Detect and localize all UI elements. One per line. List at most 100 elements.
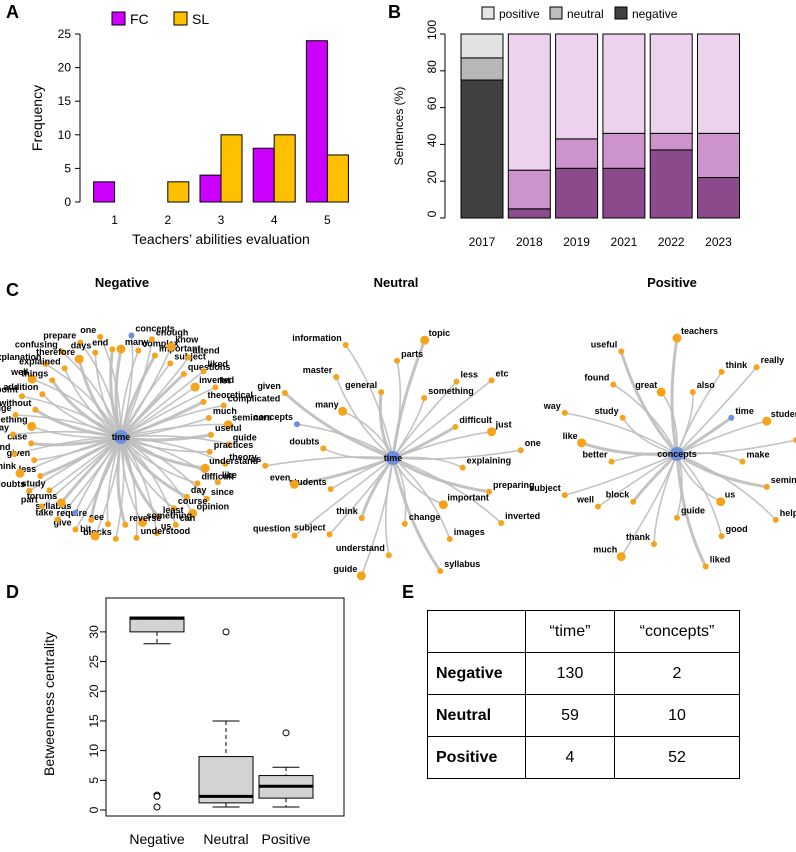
node-label: really bbox=[761, 355, 785, 365]
network-node bbox=[293, 421, 300, 428]
node-label: concepts bbox=[253, 412, 293, 422]
node-label: students bbox=[771, 409, 796, 419]
segment-negative-2017 bbox=[460, 79, 504, 219]
network-node bbox=[38, 503, 45, 510]
network-edge bbox=[676, 453, 723, 537]
node-label: information bbox=[292, 333, 342, 343]
network-edge bbox=[676, 366, 758, 455]
node-label: much bbox=[213, 406, 237, 416]
node-label: something bbox=[147, 510, 193, 520]
center-node-label: time bbox=[112, 432, 131, 442]
node-label: lot bbox=[219, 375, 230, 385]
node-label: many bbox=[315, 399, 339, 409]
network-edge bbox=[283, 391, 394, 460]
network-node bbox=[716, 497, 726, 507]
bar-sl-2 bbox=[167, 181, 190, 203]
node-label: great bbox=[635, 380, 657, 390]
legend-label-positive: positive bbox=[499, 7, 540, 21]
network-edge bbox=[392, 456, 464, 469]
network-node bbox=[498, 520, 505, 527]
network-node bbox=[577, 438, 587, 448]
network-node bbox=[27, 421, 37, 431]
network-node bbox=[10, 431, 17, 438]
network-edge bbox=[676, 439, 796, 455]
network-negative: Negative many concepts complex enough importa… bbox=[0, 275, 280, 542]
network-node bbox=[453, 378, 460, 385]
node-label: liked bbox=[710, 555, 731, 565]
outlier-point bbox=[222, 628, 230, 636]
x-tick-label: 2017 bbox=[469, 235, 496, 249]
network-node bbox=[762, 416, 772, 426]
node-label: given bbox=[7, 448, 31, 458]
network-node bbox=[763, 483, 770, 490]
sentiment-stacked-bar-chart: 0 20 40 60 80 100 Sentences (%) 2017 2018 2019 202… bbox=[392, 6, 740, 249]
network-edge bbox=[392, 457, 502, 524]
network-neutral: Neutral topic something less etc difficult jus… bbox=[251, 275, 541, 581]
betweenness-boxplot: 0 5 10 15 20 25 30 Betweenness centrality Negati… bbox=[41, 597, 345, 847]
legend-label-sl: SL bbox=[192, 11, 209, 27]
node-label: since bbox=[211, 487, 234, 497]
panel-letter-a: A bbox=[6, 2, 19, 22]
x-tick-label: Positive bbox=[261, 831, 310, 847]
node-label: enough bbox=[156, 327, 189, 337]
network-edge bbox=[597, 453, 678, 508]
legend-swatch-neutral bbox=[549, 6, 563, 20]
y-tick-label: 60 bbox=[425, 97, 439, 111]
network-node bbox=[135, 347, 142, 354]
node-label: inverted bbox=[199, 375, 234, 385]
network-node bbox=[170, 505, 177, 512]
network-edge bbox=[120, 436, 144, 523]
network-node bbox=[772, 516, 779, 523]
segment-neutral-2018 bbox=[507, 169, 551, 210]
network-node bbox=[32, 406, 39, 413]
legend-label-fc: FC bbox=[130, 11, 149, 27]
network-node bbox=[206, 448, 213, 455]
network-node bbox=[672, 333, 682, 343]
network-node bbox=[97, 333, 104, 340]
node-label: think bbox=[0, 461, 17, 471]
node-label: opinion bbox=[197, 501, 230, 511]
node-label: least bbox=[163, 505, 184, 515]
node-label: confusing bbox=[15, 340, 58, 350]
node-label: well bbox=[576, 495, 594, 505]
node-label: time bbox=[735, 406, 754, 416]
node-label: even bbox=[270, 472, 291, 482]
network-node bbox=[12, 411, 19, 418]
network-node bbox=[385, 552, 392, 559]
network-edge bbox=[391, 457, 442, 572]
network-edge bbox=[293, 457, 394, 537]
node-label: complex bbox=[142, 339, 179, 349]
node-label: point bbox=[0, 384, 18, 394]
node-label: day bbox=[191, 485, 207, 495]
network-edge bbox=[392, 457, 451, 540]
y-tick-label: 0 bbox=[87, 806, 101, 813]
node-label: reverse bbox=[129, 513, 161, 523]
network-node bbox=[333, 374, 340, 381]
node-label: knowledge bbox=[0, 403, 12, 413]
table-row: Negative 130 2 bbox=[427, 652, 740, 695]
network-node bbox=[31, 457, 38, 464]
network-edge bbox=[41, 393, 122, 438]
y-tick-label: 20 bbox=[425, 170, 439, 184]
table-row-label: Neutral bbox=[427, 694, 526, 737]
network-node bbox=[619, 414, 626, 421]
y-tick-label: 10 bbox=[58, 128, 72, 142]
bar-sl-3 bbox=[220, 134, 243, 203]
network-edge bbox=[120, 404, 224, 438]
network-node bbox=[446, 535, 453, 542]
node-label: guide bbox=[681, 506, 705, 516]
legend-swatch-sl bbox=[173, 11, 188, 26]
node-label: guide bbox=[333, 564, 357, 574]
network-node bbox=[185, 354, 192, 361]
network-edge bbox=[109, 349, 123, 438]
network-edge bbox=[49, 436, 122, 492]
node-label: understand bbox=[336, 543, 385, 553]
network-node bbox=[356, 571, 366, 581]
network-edge bbox=[392, 379, 493, 459]
node-label: subject bbox=[294, 522, 326, 532]
node-label: way bbox=[543, 401, 561, 411]
segment-neutral-2017 bbox=[460, 57, 504, 81]
network-node bbox=[320, 445, 327, 452]
node-label: way bbox=[0, 423, 9, 433]
